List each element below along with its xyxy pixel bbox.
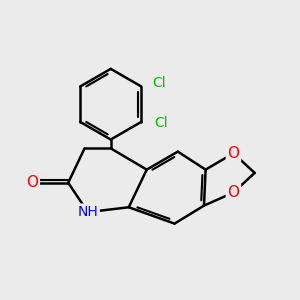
Text: O: O <box>227 185 239 200</box>
Text: Cl: Cl <box>152 76 166 90</box>
Text: NH: NH <box>77 205 98 219</box>
Text: O: O <box>26 175 38 190</box>
Text: O: O <box>227 146 239 161</box>
Text: Cl: Cl <box>154 116 168 130</box>
